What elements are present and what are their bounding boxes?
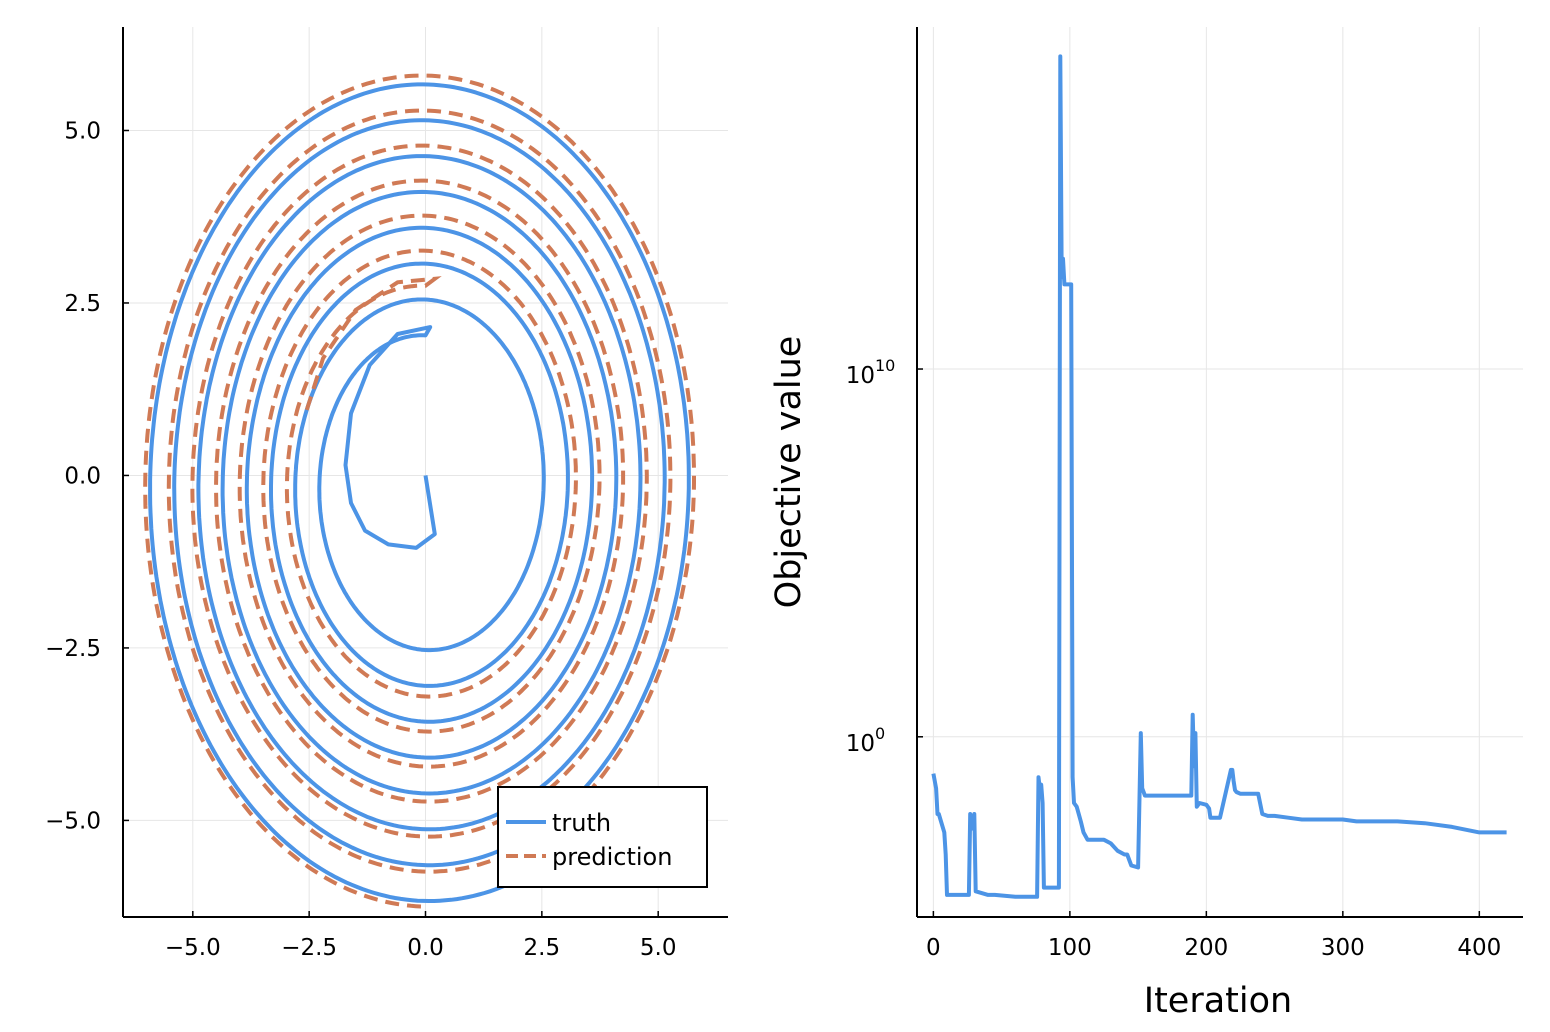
- left-ytick-label-4: 5.0: [64, 118, 101, 144]
- legend-label-truth: truth: [552, 809, 611, 837]
- right-ytick-exponent-0: 0: [875, 724, 885, 743]
- left-ytick-label-3: 2.5: [64, 291, 101, 317]
- right-ytick-label-1: 10: [846, 363, 875, 389]
- right-grid: [917, 27, 1523, 917]
- right-xtick-label-0: 0: [926, 935, 941, 961]
- objective-line: [931, 54, 1507, 899]
- left-xtick-label-4: 5.0: [640, 935, 677, 961]
- left-xtick-label-2: 0.0: [407, 935, 444, 961]
- left-series: [143, 73, 696, 909]
- right-xtick-label-2: 200: [1184, 935, 1228, 961]
- right-axes: [916, 27, 1523, 918]
- left-xtick-label-1: −2.5: [281, 935, 337, 961]
- left-grid: [123, 27, 728, 917]
- x-axis-title: Iteration: [1144, 981, 1292, 1021]
- left-tick-labels: −5.0 −2.5 0.0 2.5 5.0 −5.0 −2.5 0.0 2.5 5.0: [45, 118, 676, 961]
- truth-line: [148, 82, 691, 903]
- y-axis-title: Objective value: [769, 336, 809, 609]
- legend-box: [497, 786, 708, 888]
- left-xtick-label-3: 2.5: [524, 935, 561, 961]
- left-spiral-plot: −5.0 −2.5 0.0 2.5 5.0 −5.0 −2.5 0.0 2.5 5.0 truth…: [45, 27, 728, 961]
- legend-label-prediction: prediction: [552, 843, 672, 871]
- right-xtick-label-1: 100: [1048, 935, 1092, 961]
- legend: truth prediction: [497, 786, 708, 888]
- left-ytick-label-0: −5.0: [45, 808, 101, 834]
- right-series: [931, 54, 1507, 899]
- left-ytick-label-1: −2.5: [45, 636, 101, 662]
- right-ytick-exponent-1: 10: [875, 356, 895, 375]
- right-xtick-label-3: 300: [1321, 935, 1365, 961]
- left-ytick-label-2: 0.0: [64, 463, 101, 489]
- right-xtick-label-4: 400: [1457, 935, 1501, 961]
- right-ytick-label-0: 10: [846, 731, 875, 757]
- left-xtick-label-0: −5.0: [165, 935, 221, 961]
